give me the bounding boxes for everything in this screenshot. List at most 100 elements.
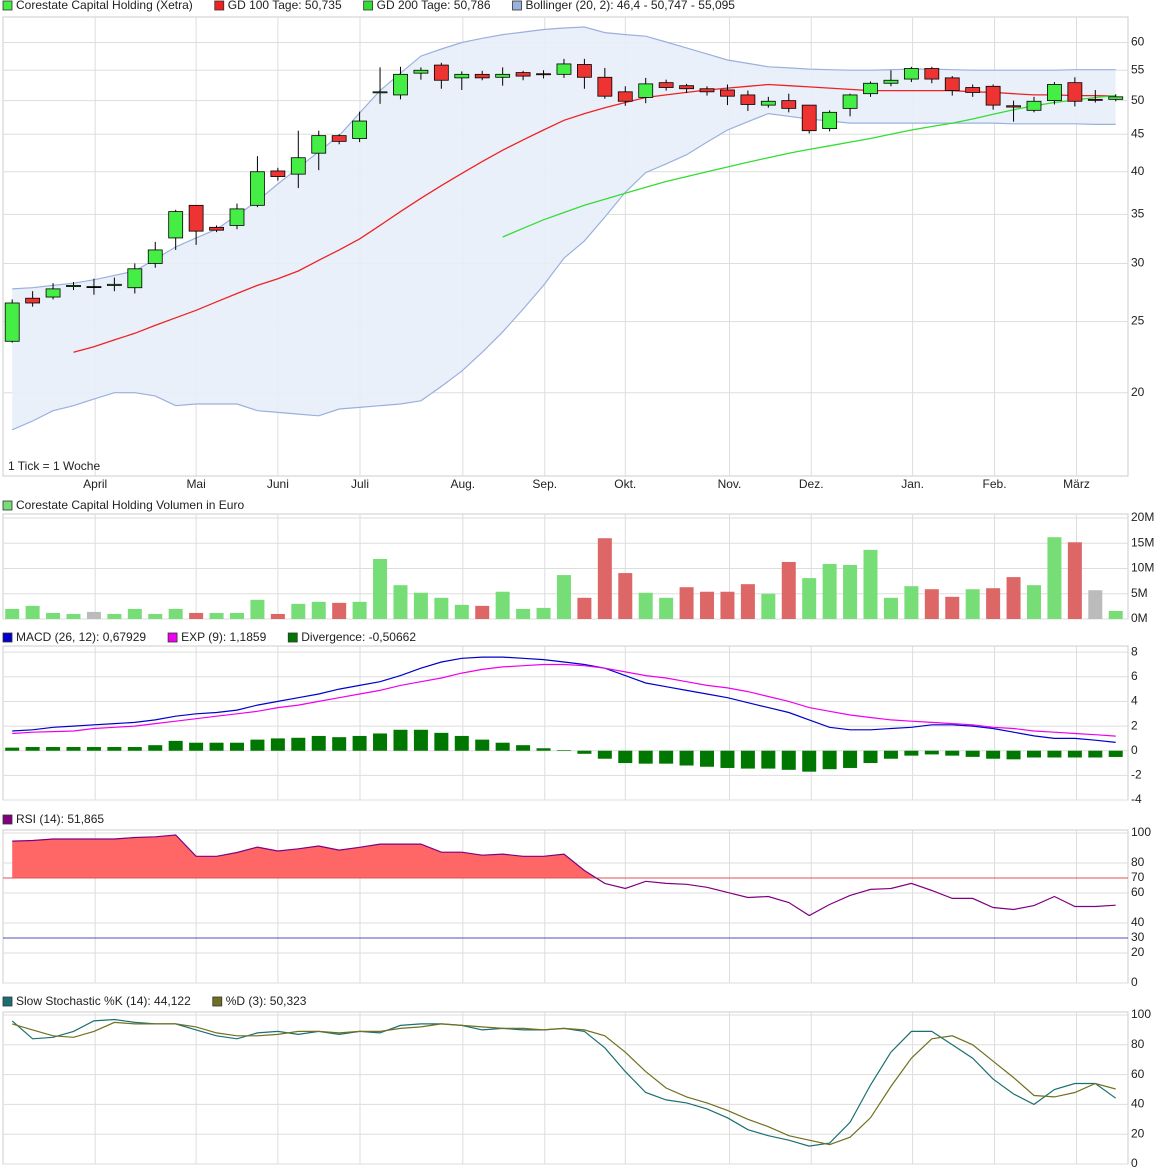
candle-body: [1087, 98, 1103, 101]
bar: [1067, 750, 1082, 758]
bar: [291, 603, 306, 619]
bar: [700, 750, 715, 767]
bar: [168, 740, 183, 751]
bar: [740, 750, 755, 769]
legend-label: Divergence: -0,50662: [301, 630, 416, 644]
candle-body: [617, 91, 633, 102]
candle-body: [4, 302, 20, 342]
candle-body: [127, 268, 143, 289]
bar: [434, 732, 449, 751]
candle-body: [413, 69, 429, 74]
bar: [577, 597, 592, 619]
candle-body: [679, 85, 694, 90]
bar: [638, 592, 653, 619]
legend-label: %D (3): 50,323: [226, 994, 307, 1008]
bar: [250, 739, 265, 751]
bar: [66, 613, 81, 619]
bar: [822, 750, 837, 770]
candle-body: [1006, 105, 1021, 108]
candle-body: [760, 100, 776, 106]
candle-body: [106, 283, 122, 286]
bar: [1067, 542, 1082, 619]
bar: [986, 750, 1001, 759]
bar: [883, 597, 898, 619]
bar: [475, 739, 490, 751]
candle-body: [883, 79, 899, 84]
bar: [311, 735, 326, 751]
bar: [148, 613, 163, 619]
candle-body: [903, 68, 919, 80]
bar: [1026, 750, 1041, 758]
candle-body: [393, 73, 408, 96]
x-tick-label: März: [1063, 477, 1090, 491]
bar: [679, 750, 694, 766]
bar: [413, 592, 428, 619]
legend-label: Slow Stochastic %K (14): 44,122: [16, 994, 191, 1008]
legend-label: Bollinger (20, 2): 46,4 - 50,747 - 55,09…: [526, 0, 736, 12]
y-tick-label: 100: [1131, 825, 1151, 839]
candle-body: [985, 85, 1001, 106]
bar: [516, 745, 531, 751]
y-tick-label: 20: [1131, 1126, 1145, 1140]
bar: [393, 729, 408, 751]
bar: [311, 601, 326, 619]
bar: [679, 587, 694, 619]
bar: [802, 750, 817, 772]
bar: [393, 585, 408, 619]
bar: [454, 735, 469, 751]
bar: [209, 742, 224, 751]
bar: [5, 747, 20, 751]
candle-body: [1026, 100, 1042, 111]
bar: [1006, 577, 1021, 619]
candle-body: [433, 64, 449, 81]
bar: [618, 750, 633, 764]
y-tick-label: 6: [1131, 669, 1138, 683]
y-tick-label: 100: [1131, 1007, 1151, 1021]
candle-body: [188, 204, 204, 232]
legend-swatch: [2, 996, 13, 1007]
y-tick-label: 10M: [1131, 561, 1154, 575]
candle-body: [1047, 84, 1062, 102]
y-tick-label: 20: [1131, 385, 1145, 399]
legend-swatch: [2, 0, 13, 11]
line: [12, 1021, 1116, 1146]
bar: [556, 750, 571, 751]
candle-body: [25, 297, 41, 304]
bar: [781, 561, 796, 619]
bar: [413, 729, 428, 751]
y-tick-label: 2: [1131, 718, 1138, 732]
bar: [148, 745, 163, 751]
bar: [618, 573, 633, 619]
legend-label: EXP (9): 1,1859: [181, 630, 266, 644]
bar: [781, 750, 796, 770]
y-tick-label: 60: [1131, 35, 1145, 49]
bar: [577, 750, 592, 754]
y-tick-label: 8: [1131, 644, 1138, 658]
bar: [761, 750, 776, 769]
y-tick-label: 0: [1131, 743, 1138, 757]
candle-body: [352, 120, 368, 139]
y-tick-label: 15M: [1131, 535, 1154, 549]
band-fill: [12, 27, 1116, 430]
level-fill: [12, 835, 1116, 878]
bar: [965, 589, 980, 619]
bar: [1026, 585, 1041, 619]
candle-body: [638, 83, 654, 98]
y-tick-label: 35: [1131, 206, 1145, 220]
legend-swatch: [2, 632, 13, 643]
candle-body: [290, 157, 306, 175]
bar: [127, 747, 142, 751]
bar: [332, 602, 347, 619]
bar: [250, 599, 265, 619]
candle-body: [270, 170, 286, 177]
bar: [945, 750, 960, 756]
y-tick-label: -4: [1131, 792, 1142, 806]
legend-swatch: [2, 500, 13, 511]
candle-body: [577, 64, 592, 78]
bar: [25, 605, 40, 619]
x-tick-label: Dez.: [799, 477, 824, 491]
candle-body: [147, 249, 163, 264]
line: [12, 656, 1116, 743]
y-tick-label: -2: [1131, 768, 1142, 782]
